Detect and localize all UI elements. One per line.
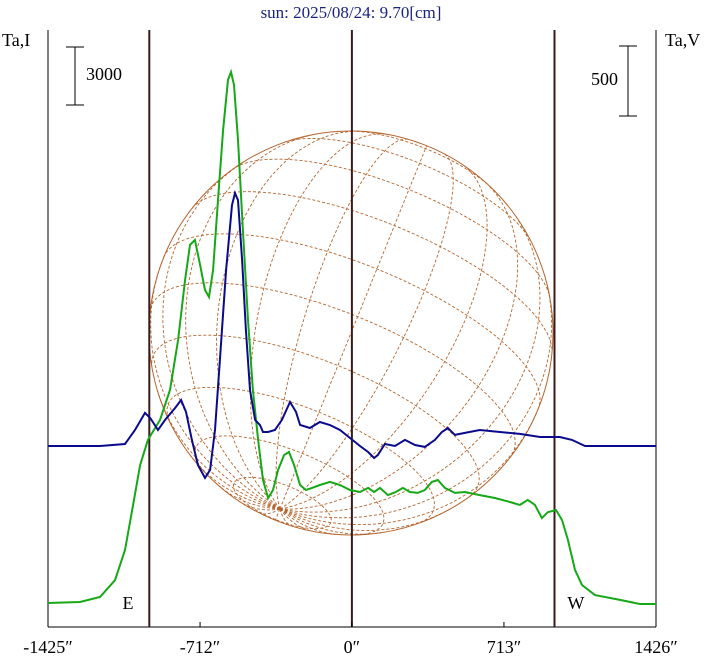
grid-curve <box>150 282 516 456</box>
grid-curve <box>194 435 385 536</box>
grid-curve <box>275 138 410 510</box>
x-tick-label: 1426″ <box>634 637 678 657</box>
series-line <box>47 68 656 605</box>
x-tick-label: 713″ <box>487 637 522 657</box>
scale-bar-label: 500 <box>591 69 618 89</box>
y2-axis-label: Ta,V <box>665 30 700 50</box>
grid-curve <box>279 145 428 510</box>
x-tick-label: 0″ <box>344 637 361 657</box>
grid-curve <box>287 138 531 240</box>
grid-curve <box>279 164 488 510</box>
sun-disk <box>148 130 554 536</box>
grid-curve <box>242 503 280 511</box>
grid-curve <box>218 485 280 510</box>
grid-curve <box>191 191 553 354</box>
scale-bar-label: 3000 <box>86 64 122 84</box>
annotation: W <box>567 593 584 613</box>
grid-curve <box>150 257 281 510</box>
grid-curve <box>279 508 340 536</box>
grid-curve <box>185 134 313 510</box>
y-axis-label: Ta,I <box>2 30 30 50</box>
grid-curve <box>162 161 281 510</box>
x-tick-label: -712″ <box>180 637 221 657</box>
grid-curve <box>235 158 550 295</box>
x-tick-label: -1425″ <box>23 637 73 657</box>
grid-curve <box>279 284 553 519</box>
grid-curve <box>260 508 281 515</box>
grid-curve <box>279 508 451 531</box>
grid-curve <box>216 130 356 510</box>
grid-curve <box>279 153 454 510</box>
annotation: E <box>122 593 133 613</box>
grid-curve <box>279 217 541 513</box>
grid-curve <box>156 390 281 510</box>
grid-curve <box>151 334 480 497</box>
grid-curve <box>166 386 435 525</box>
chart-title: sun: 2025/08/24: 9.70[cm] <box>261 3 442 22</box>
grid-curve <box>351 130 492 188</box>
grid-curve <box>163 233 541 409</box>
grid-curve <box>279 508 311 532</box>
grid-curve <box>249 133 388 510</box>
series-line <box>48 189 656 480</box>
grid-curve <box>279 184 519 510</box>
grid-curve <box>232 476 332 530</box>
